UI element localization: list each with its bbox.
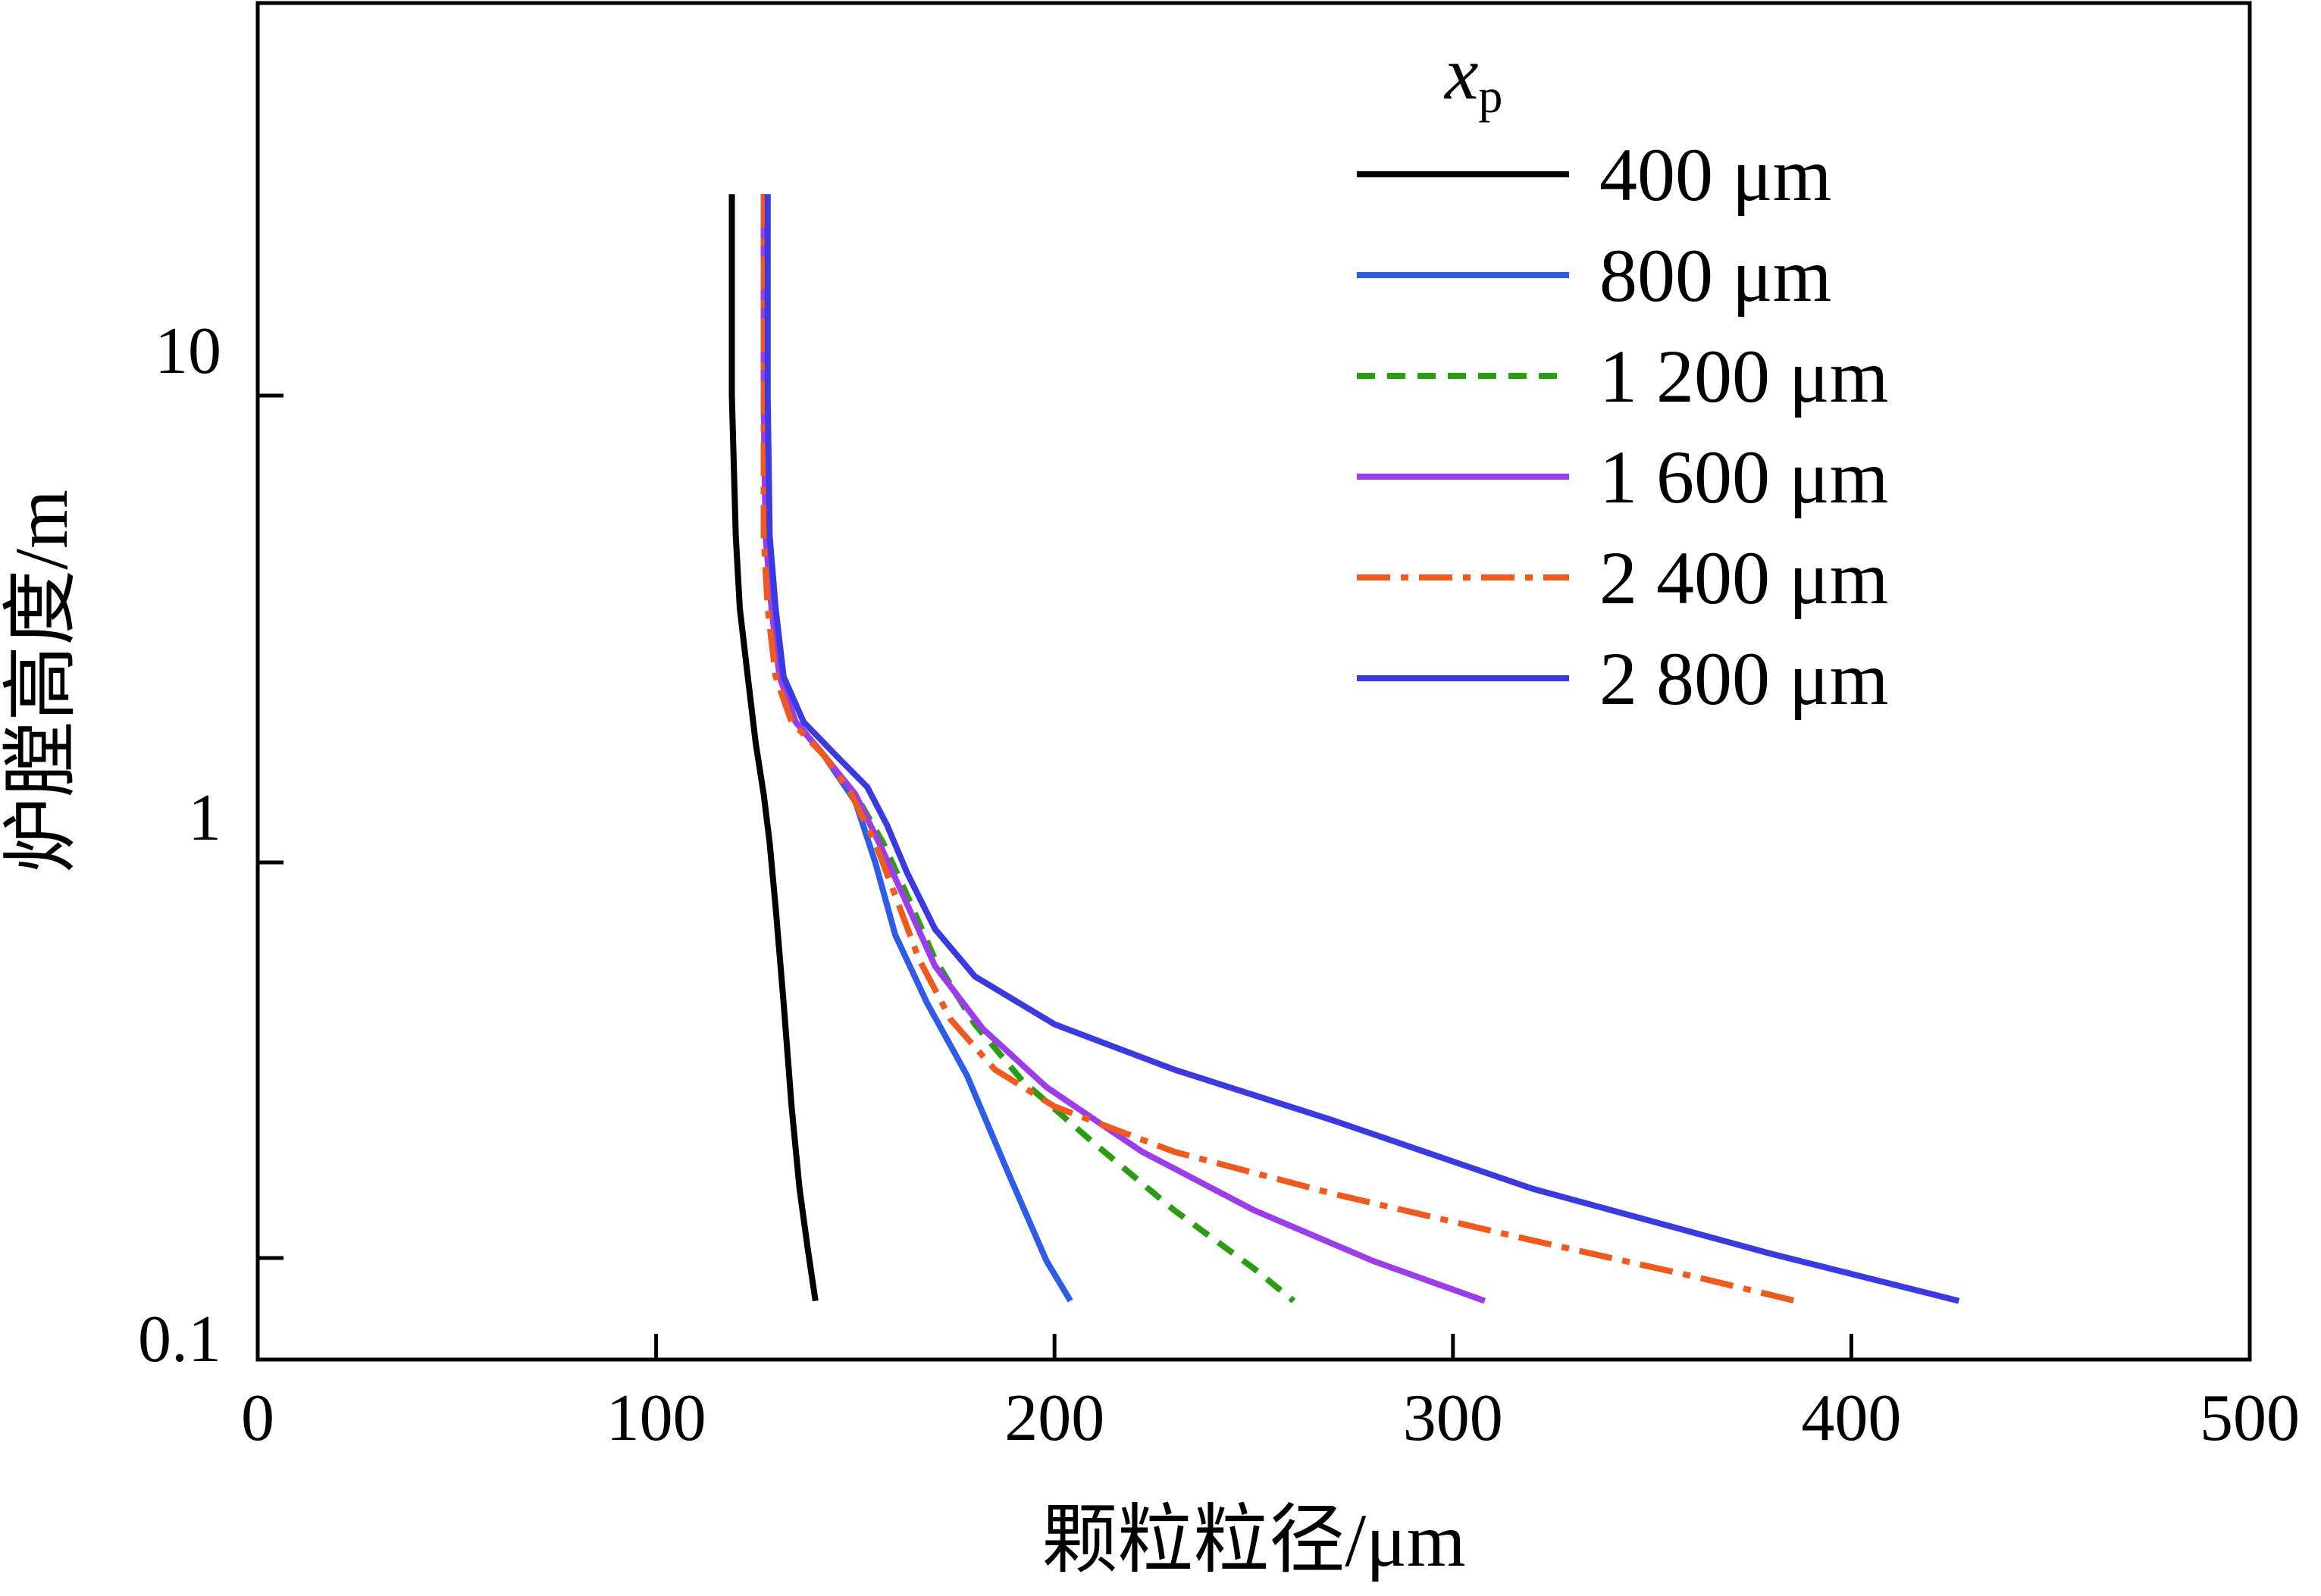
y-axis: 0.1 1 10 (138, 315, 283, 1376)
x-tick-label: 0 (241, 1382, 274, 1455)
x-tick-label: 500 (2200, 1382, 2300, 1455)
series-layer (728, 194, 1960, 1304)
y-axis-title: 炉膛高度/m (0, 490, 83, 873)
legend-items: 400 μm 800 μm 1 200 μm 1 600 μm 2 400 μm 2 80… (1357, 133, 1888, 721)
legend-title-symbol: x (1443, 31, 1478, 115)
x-tick-label: 100 (606, 1382, 706, 1455)
legend: xp 400 μm 800 μm 1 200 μm 1 600 μm 2 400 μm 2… (1357, 31, 1888, 721)
legend-label: 1 600 μm (1599, 435, 1888, 519)
series-line-6 (764, 194, 1960, 1304)
legend-label: 800 μm (1599, 233, 1831, 318)
legend-title: xp (1443, 31, 1502, 123)
series-line-2 (760, 194, 1073, 1303)
legend-label: 1 200 μm (1599, 334, 1888, 418)
series-line-1 (728, 194, 819, 1302)
y-tick-label: 10 (155, 315, 221, 388)
plot-frame (255, 1, 2252, 1362)
legend-label: 400 μm (1599, 133, 1831, 217)
legend-label: 2 800 μm (1599, 637, 1888, 721)
x-axis: 0 100 200 300 400 500 (241, 1334, 2300, 1455)
series-line-4 (760, 194, 1486, 1304)
series-line-3 (760, 194, 1296, 1303)
x-tick-label: 400 (1801, 1382, 1901, 1455)
y-tick-label: 1 (188, 781, 221, 855)
x-axis-title: 颗粒粒径/μm (1041, 1498, 1465, 1582)
x-tick-label: 300 (1403, 1382, 1503, 1455)
y-tick-label: 0.1 (138, 1303, 221, 1376)
legend-label: 2 400 μm (1599, 536, 1888, 620)
legend-title-subscript: p (1478, 69, 1502, 123)
plot-area (255, 1, 2252, 1362)
x-tick-label: 200 (1004, 1382, 1104, 1455)
